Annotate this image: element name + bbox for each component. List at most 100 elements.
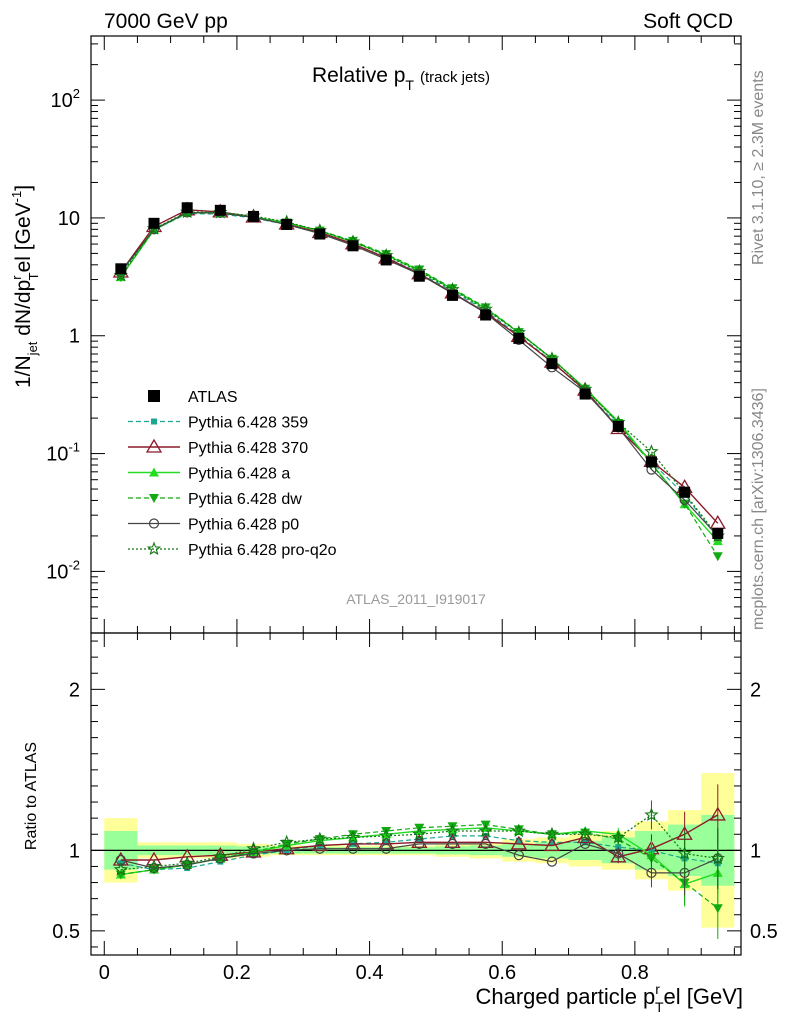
ylabel-part-jet: jet <box>25 341 40 356</box>
ratio-plot-panel: 0.5 0.5 1 1 2 2 0 0.2 0.4 0.6 0.8 <box>52 632 778 984</box>
y-tick-exponent: 2 <box>73 86 80 101</box>
x-axis-label: Charged particle pr Tel [GeV] <box>476 981 744 1015</box>
data-point <box>546 358 558 370</box>
legend-item: Pythia 6.428 370 <box>128 438 308 457</box>
ratio-series-point <box>381 843 392 854</box>
data-point <box>413 270 425 282</box>
legend-label: Pythia 6.428 a <box>188 466 290 483</box>
ratio-series-point <box>113 862 128 876</box>
main-y-axis-label: 1/Njet dN/dpr Tel [GeV-1] <box>9 185 41 388</box>
ratio-series-point <box>246 841 261 855</box>
ratio-series-point <box>611 829 626 844</box>
legend-item: ATLAS <box>148 389 238 406</box>
data-point <box>314 228 326 240</box>
ylabel-part-main: 1/N <box>12 355 35 388</box>
ratio-series-point <box>644 807 659 821</box>
data-point <box>612 420 624 432</box>
xlabel-part-main: Charged particle p <box>476 984 656 1009</box>
legend-item: Pythia 6.428 359 <box>128 415 308 432</box>
ratio-series-point <box>312 831 327 846</box>
x-tick-label: 0.4 <box>356 962 384 984</box>
ratio-series-point <box>379 828 394 842</box>
x-tick-label: 0.2 <box>223 962 251 984</box>
data-point <box>281 218 293 230</box>
ratio-series-point <box>248 848 259 859</box>
ratio-series-point <box>146 858 162 873</box>
data-point <box>148 217 160 229</box>
ratio-series-point <box>515 837 522 844</box>
ratio-series-point <box>546 856 558 867</box>
data-point <box>446 289 458 301</box>
ratio-series-point <box>613 848 624 859</box>
ratio-series-point <box>577 826 593 841</box>
ylabel-part-mid: dN/dp <box>12 280 35 342</box>
data-point <box>248 210 259 222</box>
legend-label: ATLAS <box>188 389 238 406</box>
ratio-series-point <box>710 850 725 865</box>
data-point <box>181 202 193 214</box>
ratio-series-point <box>213 849 228 863</box>
ratio-y-axis-label: Ratio to ATLAS <box>23 742 40 850</box>
ratio-series-point <box>544 826 560 841</box>
ratio-series-point <box>447 838 458 850</box>
ratio-series-point <box>347 843 359 854</box>
ratio-y-tick-label-right: 2 <box>750 679 761 701</box>
ratio-series-point <box>548 839 555 846</box>
legend-label: Pythia 6.428 dw <box>188 491 302 508</box>
ratio-series-point <box>513 825 524 835</box>
legend: ATLAS Pythia 6.428 359 Pythia 6.428 370 Pyt… <box>128 389 337 559</box>
legend-label: Pythia 6.428 pro-q2o <box>188 542 337 559</box>
y-tick-base: 10 <box>46 561 68 583</box>
ratio-series-point <box>412 826 427 841</box>
legend-label: Pythia 6.428 359 <box>188 415 308 432</box>
legend-marker <box>151 418 157 425</box>
ratio-y-tick-label: 1 <box>69 840 80 862</box>
ratio-series-layer <box>112 784 726 939</box>
ratio-series-point <box>314 843 325 854</box>
ratio-series-point <box>543 837 561 852</box>
data-point <box>347 240 359 252</box>
legend-item: Pythia 6.428 p0 <box>128 517 299 534</box>
x-tick-label: 0 <box>99 962 110 984</box>
ratio-series-point <box>712 904 723 914</box>
xlabel-part-sub: T <box>655 999 664 1015</box>
x-tick-label: 0.8 <box>621 962 649 984</box>
main-y-tick-label: 102 <box>51 86 80 112</box>
ylabel-part-end: el [GeV <box>12 202 35 272</box>
ratio-series-point <box>148 862 160 874</box>
legend-item: Pythia 6.428 pro-q2o <box>128 541 337 559</box>
ratio-series-point <box>215 853 226 864</box>
data-point <box>214 204 226 216</box>
ratio-series-point <box>677 846 692 860</box>
data-point <box>712 527 724 539</box>
main-series-line <box>120 211 719 537</box>
main-x-ticks <box>103 36 735 633</box>
y-tick-exponent: -2 <box>68 557 80 572</box>
ratio-series-point <box>445 823 460 838</box>
ratio-series-point <box>478 823 493 838</box>
ratio-series-point <box>510 835 527 850</box>
main-y-tick-label: 10-1 <box>46 440 80 466</box>
ratio-series-point <box>577 829 594 844</box>
y-tick-base: 10 <box>51 90 73 112</box>
plot-title-sub: T <box>405 77 414 93</box>
legend-marker-data <box>148 390 160 402</box>
data-point <box>513 332 525 344</box>
ylabel-part-inv: -1 <box>9 191 24 203</box>
ratio-series-point <box>279 834 294 849</box>
ratio-series-point <box>347 830 358 840</box>
ratio-series-point <box>414 838 425 850</box>
plot-title-tag: (track jets) <box>420 69 490 86</box>
data-point <box>645 456 657 468</box>
header-process-label: Soft QCD <box>643 10 733 33</box>
legend-item: Pythia 6.428 a <box>128 466 290 483</box>
ratio-series-point <box>345 829 361 844</box>
main-y-tick-label: 1 <box>69 326 80 348</box>
ratio-plot-frame <box>90 632 742 956</box>
y-tick-base: 10 <box>46 444 68 466</box>
ylabel-part-r: r <box>9 275 24 280</box>
ratio-y-axis: 0.5 0.5 1 1 2 2 <box>52 640 778 948</box>
data-point <box>679 486 691 498</box>
